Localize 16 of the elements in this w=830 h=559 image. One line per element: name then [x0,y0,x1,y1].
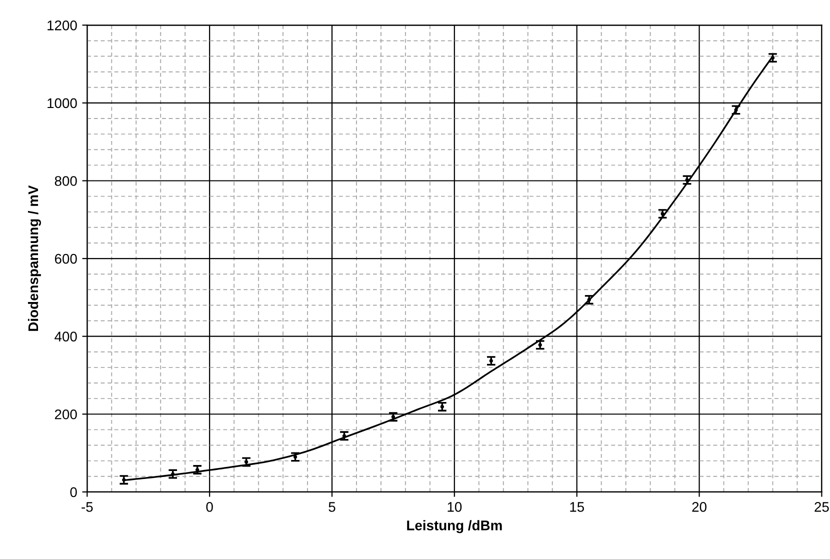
x-tick-label: 10 [448,502,462,512]
y-tick-label: 800 [54,176,77,186]
x-tick-label: 0 [206,502,213,512]
x-tick-label: 25 [814,502,829,512]
y-tick-label: 0 [70,487,77,498]
x-tick-label: -5 [82,502,93,512]
y-tick-label: 1000 [48,98,77,108]
x-axis-title: Leistung /dBm [407,520,502,534]
y-tick-label: 400 [54,332,77,342]
y-tick-label: 200 [54,409,77,420]
x-tick-label: 5 [328,502,336,512]
y-tick-label: 600 [54,254,77,264]
x-tick-label: 15 [570,502,584,512]
y-tick-label: 1200 [48,20,77,30]
y-axis-title: Diodenspannung / mV [28,185,41,331]
x-tick-label: 20 [692,502,706,512]
